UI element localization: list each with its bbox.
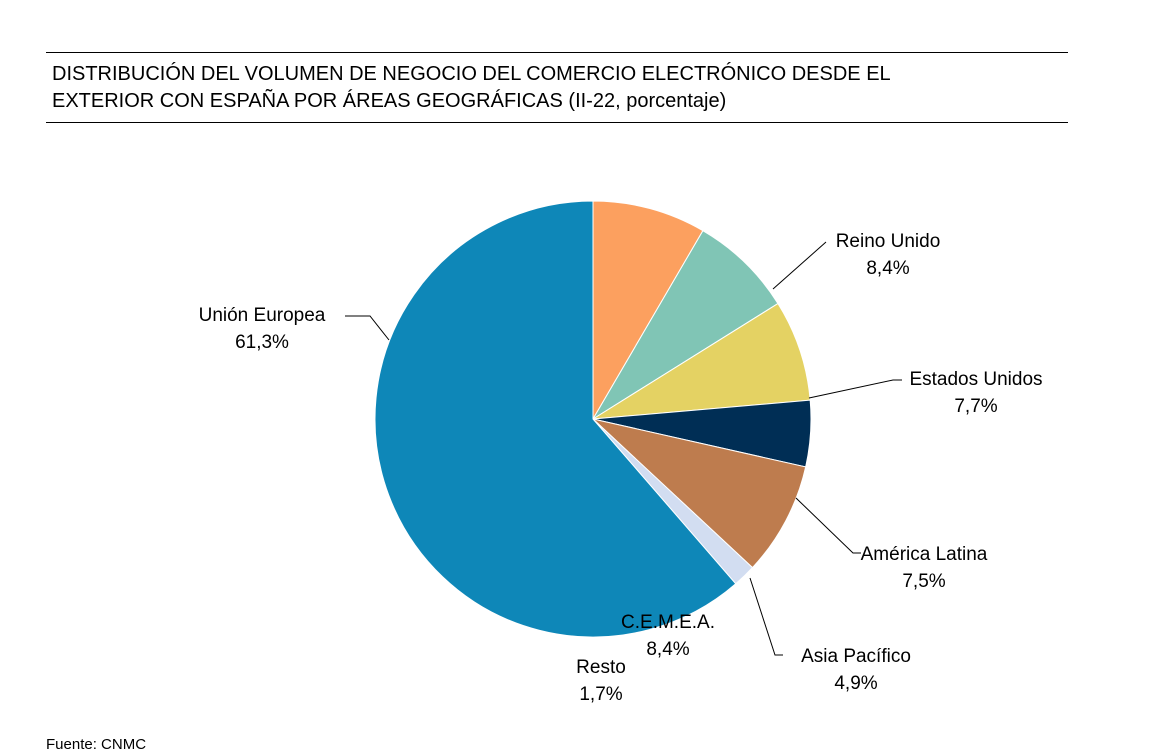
slice-label-cemea: C.E.M.E.A. bbox=[621, 612, 715, 633]
slice-label-asia-pacifico: Asia Pacífico bbox=[801, 646, 911, 667]
source-note: Fuente: CNMC bbox=[46, 736, 147, 753]
pie-slices bbox=[374, 200, 812, 638]
slice-value-cemea: 8,4% bbox=[646, 639, 689, 660]
pie-slice-estados-unidos bbox=[592, 230, 779, 420]
slice-value-america-latina: 7,5% bbox=[902, 571, 945, 592]
chart-title: DISTRIBUCIÓN DEL VOLUMEN DE NEGOCIO DEL … bbox=[46, 52, 1068, 123]
leader-line-asia-pacifico bbox=[749, 577, 783, 656]
pie-slice-union-europea bbox=[374, 200, 737, 638]
slice-value-asia-pacifico: 4,9% bbox=[834, 673, 877, 694]
slice-label-resto: Resto bbox=[576, 657, 626, 678]
slice-value-reino-unido: 8,4% bbox=[866, 258, 909, 279]
slice-value-estados-unidos: 7,7% bbox=[954, 396, 997, 417]
slice-label-union-europea: Unión Europea bbox=[199, 305, 326, 326]
leader-lines bbox=[345, 241, 902, 656]
chart-title-line-2: EXTERIOR CON ESPAÑA POR ÁREAS GEOGRÁFICA… bbox=[52, 90, 727, 112]
leader-line-reino-unido bbox=[772, 241, 827, 290]
slice-value-resto: 1,7% bbox=[579, 684, 622, 705]
chart-title-line-1: DISTRIBUCIÓN DEL VOLUMEN DE NEGOCIO DEL … bbox=[52, 63, 891, 85]
slice-value-union-europea: 61,3% bbox=[235, 332, 289, 353]
pie-slice-cemea bbox=[591, 418, 807, 569]
pie-slice-reino-unido bbox=[592, 200, 704, 421]
leader-line-union-europea bbox=[345, 315, 390, 341]
leader-line-america-latina bbox=[795, 497, 861, 554]
slice-label-reino-unido: Reino Unido bbox=[836, 231, 941, 252]
slice-label-estados-unidos: Estados Unidos bbox=[909, 369, 1042, 390]
slice-labels: Reino Unido 8,4% Estados Unidos 7,7% América… bbox=[199, 231, 1043, 705]
leader-line-estados-unidos bbox=[808, 379, 902, 399]
slice-label-america-latina: América Latina bbox=[861, 544, 988, 565]
